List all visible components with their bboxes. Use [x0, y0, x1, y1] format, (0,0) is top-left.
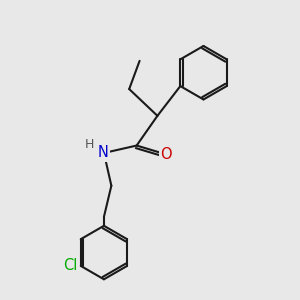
Text: H: H	[85, 138, 94, 151]
Text: Cl: Cl	[63, 258, 77, 273]
Text: O: O	[160, 147, 172, 162]
Text: N: N	[98, 146, 109, 160]
